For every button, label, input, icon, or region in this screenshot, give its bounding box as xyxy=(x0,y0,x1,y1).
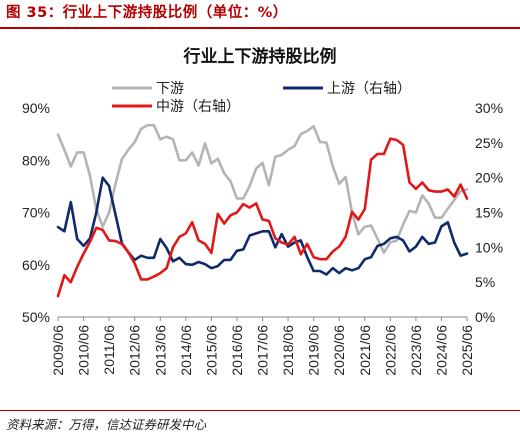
x-tick-label: 2019/06 xyxy=(306,325,322,376)
y-axis-left: 50% 60% 70% 80% 90% xyxy=(22,100,50,325)
chart-title: 行业上下游持股比例 xyxy=(183,46,337,67)
x-tick-label: 2011/06 xyxy=(101,325,117,375)
y-right-tick-label: 5% xyxy=(475,274,495,290)
x-tick-label: 2025/06 xyxy=(459,325,475,376)
y-left-tick-label: 90% xyxy=(22,100,50,116)
y-right-tick-label: 20% xyxy=(475,170,503,186)
legend-label-downstream: 下游 xyxy=(156,81,184,97)
y-right-tick-label: 10% xyxy=(475,239,503,255)
source-note: 资料来源：万得，信达证券研发中心 xyxy=(6,417,207,432)
y-right-tick-label: 15% xyxy=(475,205,503,221)
legend-label-upstream: 上游（右轴） xyxy=(327,81,411,97)
y-left-tick-label: 80% xyxy=(22,152,50,168)
plot-area xyxy=(56,123,469,298)
y-right-tick-label: 30% xyxy=(475,100,503,116)
legend-label-midstream: 中游（右轴） xyxy=(156,99,240,115)
figure-title: 图 35：行业上下游持股比例（单位：%） xyxy=(6,5,288,21)
x-tick-label: 2009/06 xyxy=(50,325,66,376)
series-line-upstream xyxy=(56,176,469,276)
x-tick-label: 2010/06 xyxy=(76,325,92,376)
x-tick-label: 2020/06 xyxy=(331,325,347,376)
series-line-downstream xyxy=(56,123,469,254)
title-divider xyxy=(0,27,520,29)
x-tick-label: 2022/06 xyxy=(382,325,398,376)
y-left-tick-label: 60% xyxy=(22,257,50,273)
legend: 下游 上游（右轴） 中游（右轴） xyxy=(112,81,411,115)
y-axis-right: 0% 5% 10% 15% 20% 25% 30% xyxy=(475,100,503,325)
y-right-tick-label: 25% xyxy=(475,135,503,151)
y-left-tick-label: 70% xyxy=(22,205,50,221)
x-tick-label: 2012/06 xyxy=(127,325,143,376)
y-left-tick-label: 50% xyxy=(22,309,50,325)
source-divider xyxy=(0,410,520,411)
x-tick-label: 2023/06 xyxy=(408,325,424,376)
y-right-tick-label: 0% xyxy=(475,309,495,325)
x-tick-label: 2015/06 xyxy=(203,325,219,376)
x-tick-label: 2016/06 xyxy=(229,325,245,376)
x-axis: 2009/06 2010/06 2011/06 2012/06 2013/06 2014/… xyxy=(50,317,475,376)
x-tick-label: 2014/06 xyxy=(178,325,194,376)
x-tick-label: 2018/06 xyxy=(280,325,296,376)
series-line-midstream xyxy=(56,137,469,298)
line-chart: 行业上下游持股比例 下游 上游（右轴） 中游（右轴） 50% 60% 70% 80% 9… xyxy=(22,46,503,376)
x-tick-label: 2013/06 xyxy=(152,325,168,376)
x-tick-label: 2017/06 xyxy=(255,325,271,376)
x-tick-label: 2021/06 xyxy=(357,325,373,376)
x-tick-label: 2024/06 xyxy=(433,325,449,376)
